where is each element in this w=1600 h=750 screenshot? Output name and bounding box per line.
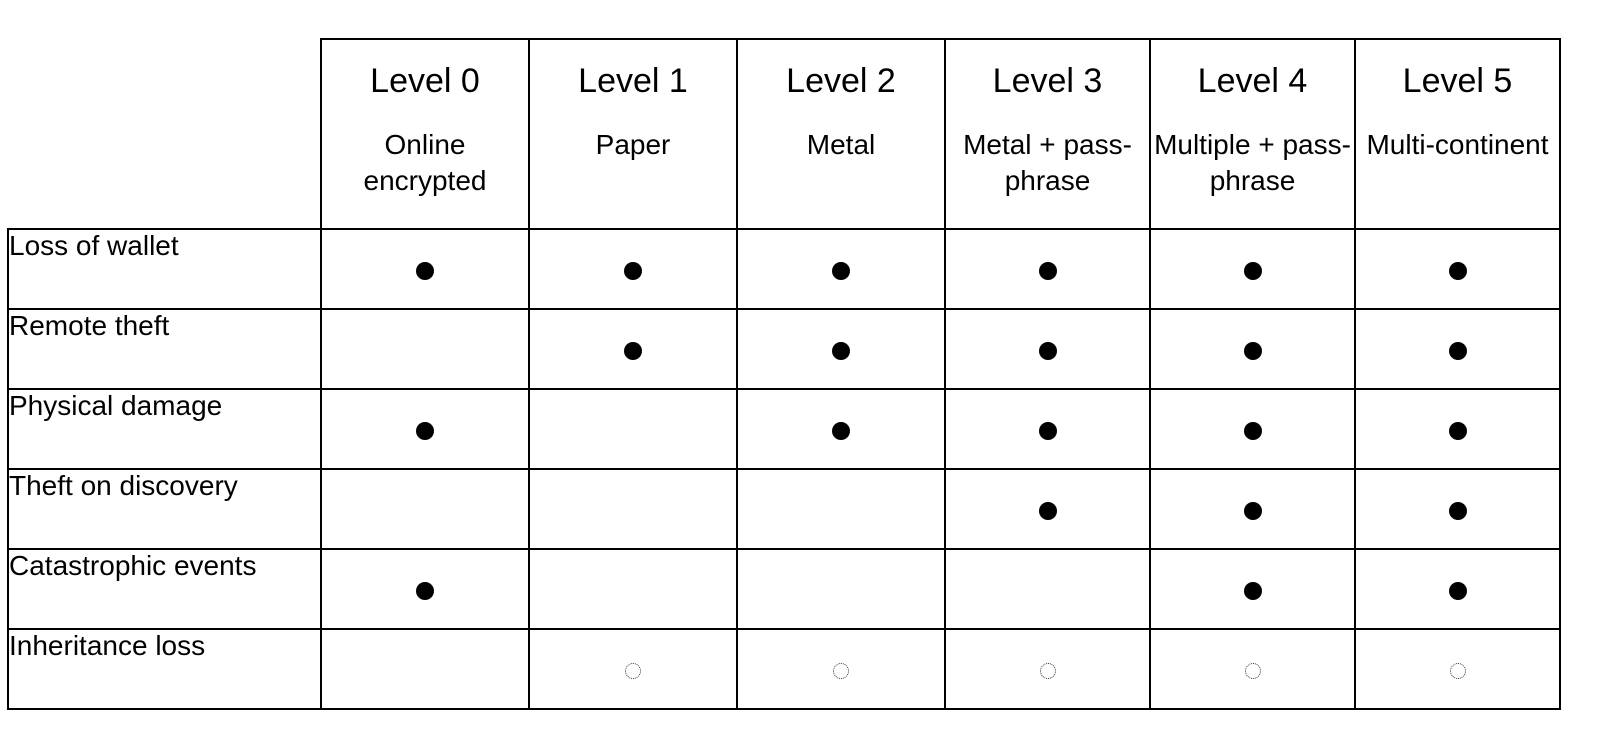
matrix-cell [528, 388, 738, 470]
level-name: Level 3 [992, 62, 1103, 100]
row-label: Physical damage [7, 388, 322, 470]
matrix-cell [944, 228, 1151, 310]
matrix-cell [944, 548, 1151, 630]
matrix-cell [528, 548, 738, 630]
table-row: Inheritance loss [7, 628, 1561, 710]
level-name: Level 1 [578, 62, 688, 100]
filled-dot-icon [624, 342, 642, 360]
filled-dot-icon [1243, 342, 1262, 360]
matrix-cell [1149, 628, 1356, 710]
matrix-cell [1149, 308, 1356, 390]
table-row: Remote theft [7, 308, 1561, 390]
level-description: Metal [806, 129, 876, 160]
level-header: Level 2 Metal [736, 38, 946, 230]
matrix-cell [944, 388, 1151, 470]
matrix-cell [1354, 228, 1561, 310]
filled-dot-icon [1448, 422, 1467, 440]
matrix-cell [528, 228, 738, 310]
matrix-cell [320, 468, 530, 550]
row-label: Catastrophic events [7, 548, 322, 630]
table-row: Loss of wallet [7, 228, 1561, 310]
filled-dot-icon [1038, 422, 1057, 440]
hollow-dot-icon [1244, 663, 1261, 679]
matrix-cell [1149, 228, 1356, 310]
level-name: Level 2 [786, 62, 896, 100]
filled-dot-icon [832, 262, 850, 280]
header-row: Level 0 Online encrypted Level 1 Paper L… [8, 38, 1561, 230]
matrix-cell [1354, 308, 1561, 390]
matrix-cell [528, 468, 738, 550]
level-description: Multiple + pass-phrase [1154, 129, 1351, 196]
matrix-cell [736, 468, 946, 550]
filled-dot-icon [416, 582, 434, 600]
matrix-cell [944, 628, 1151, 710]
level-description: Metal + pass-phrase [963, 129, 1132, 196]
matrix-cell [736, 388, 946, 470]
hollow-dot-icon [625, 663, 641, 679]
filled-dot-icon [1243, 422, 1262, 440]
level-name: Level 4 [1197, 62, 1308, 100]
table-row: Physical damage [7, 388, 1561, 470]
hollow-dot-icon [833, 663, 849, 679]
level-header: Level 4 Multiple + pass-phrase [1149, 38, 1356, 230]
level-description: Online encrypted [363, 129, 487, 196]
filled-dot-icon [1038, 342, 1057, 360]
corner-cell [8, 39, 321, 229]
level-header: Level 0 Online encrypted [320, 38, 530, 230]
row-label: Theft on discovery [7, 468, 322, 550]
filled-dot-icon [1448, 582, 1467, 600]
matrix-cell [1149, 548, 1356, 630]
protection-matrix-table: Level 0 Online encrypted Level 1 Paper L… [7, 38, 1561, 710]
table-row: Catastrophic events [7, 548, 1561, 630]
filled-dot-icon [1243, 502, 1262, 520]
matrix-cell [1354, 628, 1561, 710]
filled-dot-icon [1038, 262, 1057, 280]
filled-dot-icon [1243, 262, 1262, 280]
matrix-cell [1354, 548, 1561, 630]
matrix-cell [1149, 468, 1356, 550]
matrix-cell [1149, 388, 1356, 470]
level-description: Paper [595, 129, 671, 160]
matrix-cell [320, 548, 530, 630]
filled-dot-icon [416, 262, 434, 280]
matrix-cell [1354, 468, 1561, 550]
matrix-cell [944, 468, 1151, 550]
matrix-cell [736, 308, 946, 390]
level-header: Level 1 Paper [528, 38, 738, 230]
matrix-cell [528, 628, 738, 710]
filled-dot-icon [832, 342, 850, 360]
row-label: Remote theft [7, 308, 322, 390]
matrix-body: Loss of wallet Remote theft Physical dam… [7, 228, 1561, 710]
row-label: Loss of wallet [7, 228, 322, 310]
matrix-cell [320, 388, 530, 470]
matrix-cell [320, 308, 530, 390]
filled-dot-icon [1448, 342, 1467, 360]
filled-dot-icon [416, 422, 434, 440]
filled-dot-icon [832, 422, 850, 440]
hollow-dot-icon [1039, 663, 1056, 679]
matrix-cell [944, 308, 1151, 390]
level-header: Level 5 Multi-continent [1354, 38, 1561, 230]
level-description: Multi-continent [1366, 129, 1549, 160]
level-name: Level 0 [370, 62, 480, 100]
level-header: Level 3 Metal + pass-phrase [944, 38, 1151, 230]
matrix-cell [320, 228, 530, 310]
level-name: Level 5 [1402, 62, 1513, 100]
matrix-cell [528, 308, 738, 390]
matrix-cell [736, 628, 946, 710]
matrix-cell [736, 548, 946, 630]
filled-dot-icon [1448, 262, 1467, 280]
filled-dot-icon [1038, 502, 1057, 520]
filled-dot-icon [1448, 502, 1467, 520]
matrix-cell [320, 628, 530, 710]
table-row: Theft on discovery [7, 468, 1561, 550]
filled-dot-icon [1243, 582, 1262, 600]
matrix-cell [1354, 388, 1561, 470]
matrix-cell [736, 228, 946, 310]
filled-dot-icon [624, 262, 642, 280]
hollow-dot-icon [1449, 663, 1466, 679]
row-label: Inheritance loss [7, 628, 322, 710]
